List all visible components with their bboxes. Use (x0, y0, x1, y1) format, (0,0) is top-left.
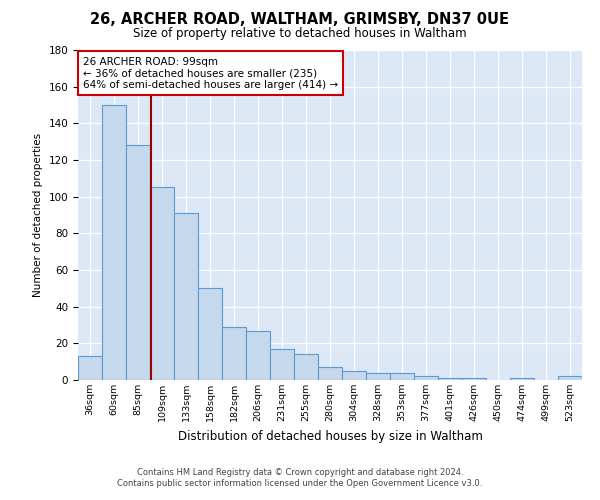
Bar (222, 327, 246, 380)
Bar (246, 330, 270, 380)
Bar (390, 372, 414, 380)
Text: Contains HM Land Registry data © Crown copyright and database right 2024.
Contai: Contains HM Land Registry data © Crown c… (118, 468, 482, 487)
Bar (342, 371, 366, 380)
Bar (462, 378, 486, 380)
Bar (438, 378, 462, 380)
Text: 26 ARCHER ROAD: 99sqm
← 36% of detached houses are smaller (235)
64% of semi-det: 26 ARCHER ROAD: 99sqm ← 36% of detached … (83, 56, 338, 90)
Bar (510, 378, 534, 380)
Bar (150, 188, 174, 380)
Bar (78, 356, 102, 380)
Bar (558, 376, 582, 380)
Y-axis label: Number of detached properties: Number of detached properties (33, 133, 43, 297)
Bar (102, 105, 126, 380)
Bar (366, 372, 390, 380)
X-axis label: Distribution of detached houses by size in Waltham: Distribution of detached houses by size … (178, 430, 482, 442)
Bar (414, 376, 438, 380)
Bar (318, 367, 342, 380)
Bar (270, 349, 294, 380)
Bar (198, 288, 222, 380)
Text: Size of property relative to detached houses in Waltham: Size of property relative to detached ho… (133, 28, 467, 40)
Text: 26, ARCHER ROAD, WALTHAM, GRIMSBY, DN37 0UE: 26, ARCHER ROAD, WALTHAM, GRIMSBY, DN37 … (91, 12, 509, 28)
Bar (294, 354, 318, 380)
Bar (126, 146, 150, 380)
Bar (174, 213, 198, 380)
